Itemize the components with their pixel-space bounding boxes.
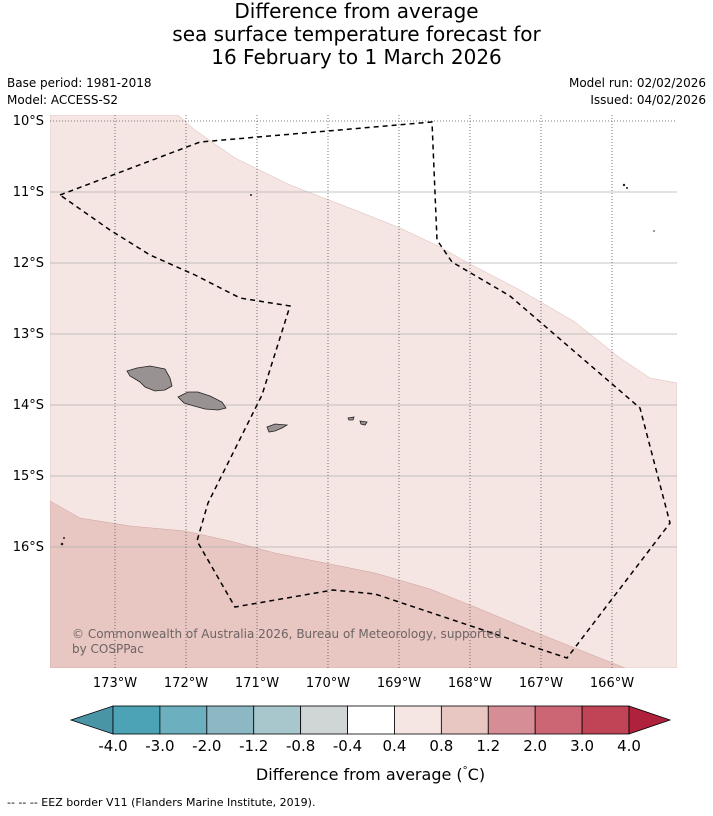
colorbar-title-text: Difference from average (	[255, 765, 463, 784]
anomaly-region-0.4-0.8	[50, 115, 677, 668]
savaii-island	[126, 365, 173, 392]
meta-left: Base period: 1981-2018 Model: ACCESS-S2	[7, 75, 152, 109]
eez-legend: -- -- -- EEZ border V11 (Flanders Marine…	[7, 796, 316, 809]
copyright-line-1: © Commonwealth of Australia 2026, Bureau…	[72, 627, 502, 641]
colorbar-segment	[581, 705, 630, 735]
colorbar-tick-labels: -4.0 -3.0 -2.0 -1.2 -0.8 -0.4 0.4 0.8 1.2 2.0 3.0 4…	[98, 737, 641, 755]
colorbar-segment	[440, 705, 489, 735]
lat-label: 16°S	[13, 540, 44, 555]
tau-island	[359, 420, 368, 426]
atoll-1	[622, 183, 626, 187]
map-area: © Commonwealth of Australia 2026, Bureau…	[50, 115, 677, 668]
latitude-gridlines	[50, 120, 677, 548]
colorbar-tick-label: 1.2	[476, 737, 500, 755]
colorbar-segment	[112, 705, 161, 735]
title-line-1: Difference from average	[234, 0, 479, 23]
lon-label: 171°W	[235, 676, 279, 691]
colorbar-tick-label: -0.4	[333, 737, 362, 755]
copyright-line-2: by COSPPac	[72, 642, 144, 656]
colorbar-tick-label: -2.0	[192, 737, 221, 755]
colorbar-segment	[253, 705, 302, 735]
colorbar-tick-label: 0.8	[429, 737, 453, 755]
anomaly-region-0.8-1.2	[50, 500, 626, 668]
model-name: Model: ACCESS-S2	[7, 93, 119, 107]
colorbar-segment	[487, 705, 536, 735]
lat-label: 10°S	[13, 114, 44, 129]
colorbar-tick-label: -0.8	[286, 737, 315, 755]
tutuila-island	[266, 423, 289, 433]
latitude-labels: 10°S 11°S 12°S 13°S 14°S 15°S 16°S	[13, 114, 44, 555]
title-line-2: sea surface temperature forecast for	[172, 22, 541, 46]
lon-label: 173°W	[93, 676, 137, 691]
colorbar-title-degree: °	[462, 765, 468, 777]
lon-label: 166°W	[590, 676, 634, 691]
lon-label: 168°W	[448, 676, 492, 691]
wallis-island	[60, 542, 64, 546]
map-figure: © Commonwealth of Australia 2026, Bureau…	[13, 114, 677, 755]
colorbar-title: Difference from average (°C)	[0, 765, 713, 784]
upolu-island	[177, 391, 227, 411]
colorbar-tick-label: 3.0	[570, 737, 594, 755]
colorbar-tick-label: 4.0	[617, 737, 641, 755]
colorbar-tick-label: -3.0	[145, 737, 174, 755]
lon-label: 167°W	[519, 676, 563, 691]
colorbar-tick-label: 2.0	[523, 737, 547, 755]
eez-border	[59, 121, 671, 659]
model-run: Model run: 02/02/2026	[568, 76, 706, 90]
lat-label: 14°S	[13, 398, 44, 413]
lat-label: 12°S	[13, 256, 44, 271]
colorbar-segment	[347, 705, 395, 735]
colorbar-segment	[394, 705, 442, 735]
colorbar-tick-label: 0.4	[383, 737, 407, 755]
meta-right: Model run: 02/02/2026 Issued: 04/02/2026	[569, 75, 706, 109]
lat-label: 11°S	[13, 185, 44, 200]
ofu-island	[347, 416, 355, 421]
lon-label: 172°W	[164, 676, 208, 691]
colorbar-title-unit: C)	[467, 765, 486, 784]
atoll-2	[626, 187, 628, 189]
title-line-3: 16 February to 1 March 2026	[211, 45, 502, 69]
base-period: Base period: 1981-2018	[7, 76, 152, 90]
wallis-island-2	[63, 537, 65, 539]
colorbar-tick-label: -1.2	[239, 737, 268, 755]
lat-label: 15°S	[13, 469, 44, 484]
longitude-gridlines	[114, 115, 613, 668]
longitude-labels: 173°W 172°W 171°W 170°W 169°W 168°W 167°…	[93, 676, 634, 691]
chart-title: Difference from average sea surface temp…	[0, 0, 713, 69]
issued-date: Issued: 04/02/2026	[590, 93, 706, 107]
colorbar-tick-label: -4.0	[98, 737, 127, 755]
colorbar-extend-high	[628, 705, 672, 735]
colorbar-segment	[206, 705, 255, 735]
lat-label: 13°S	[13, 327, 44, 342]
lon-label: 170°W	[306, 676, 350, 691]
colorbar-extend-low	[69, 705, 114, 735]
lon-label: 169°W	[377, 676, 421, 691]
colorbar-segment	[300, 705, 348, 735]
atoll-3	[653, 230, 655, 232]
colorbar	[69, 705, 672, 735]
colorbar-segment	[534, 705, 583, 735]
colorbar-segment	[159, 705, 208, 735]
swains-island	[250, 194, 252, 196]
